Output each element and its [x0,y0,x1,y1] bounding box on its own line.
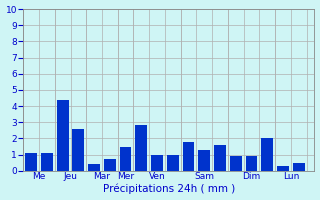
X-axis label: Précipitations 24h ( mm ): Précipitations 24h ( mm ) [103,184,235,194]
Bar [88,164,100,171]
Bar [230,156,242,171]
Bar [245,156,257,171]
Bar [277,166,289,171]
Bar [25,153,37,171]
Bar [183,142,195,171]
Bar [57,100,68,171]
Bar [167,155,179,171]
Bar [293,163,305,171]
Bar [135,125,147,171]
Bar [120,147,132,171]
Bar [198,150,210,171]
Bar [73,129,84,171]
Bar [41,153,53,171]
Bar [104,159,116,171]
Bar [151,155,163,171]
Bar [261,138,273,171]
Bar [214,145,226,171]
